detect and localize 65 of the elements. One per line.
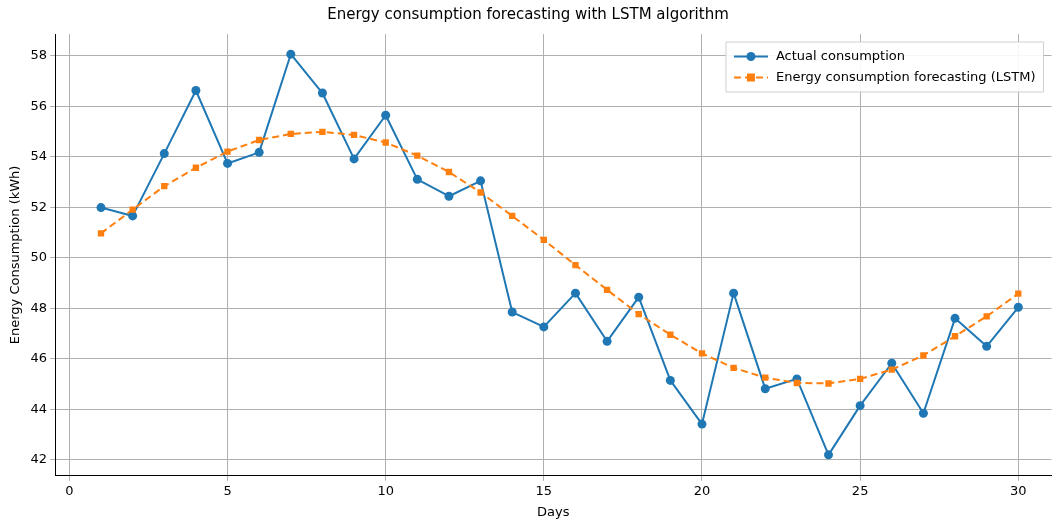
x-tick-label: 20 [693, 482, 711, 498]
point [444, 191, 454, 201]
point [349, 154, 359, 164]
point [570, 288, 580, 298]
y-tick-label: 42 [30, 451, 48, 467]
point [982, 341, 992, 351]
y-axis-title: Energy Consumption (kWh) [7, 165, 23, 345]
x-axis-title: Days [537, 503, 570, 519]
x-tick-label: 0 [65, 482, 74, 498]
point [381, 110, 391, 120]
point [1015, 290, 1022, 297]
point [223, 158, 233, 168]
point [665, 375, 675, 385]
point [825, 380, 832, 387]
point [698, 350, 706, 357]
y-tick-label: 50 [30, 249, 48, 265]
point [855, 401, 865, 411]
x-tick-label: 15 [535, 482, 553, 498]
point [697, 419, 707, 429]
y-tick-label: 44 [30, 400, 48, 416]
point [412, 174, 422, 184]
point [476, 176, 486, 186]
point [824, 450, 834, 460]
legend-label: Energy consumption forecasting (LSTM) [775, 68, 1036, 84]
point [888, 366, 895, 373]
y-tick-label: 46 [30, 350, 48, 366]
point [602, 336, 612, 346]
legend-label: Actual consumption [775, 47, 905, 63]
x-tick-label: 5 [223, 482, 232, 498]
point [572, 261, 579, 269]
point [729, 288, 739, 298]
point [983, 313, 990, 320]
x-tick-label: 30 [1010, 482, 1027, 498]
point [224, 148, 231, 155]
point [317, 88, 327, 98]
point [634, 292, 644, 302]
point [760, 384, 770, 394]
y-tick-label: 56 [30, 97, 48, 113]
point [191, 86, 201, 96]
point [539, 322, 549, 332]
point [254, 147, 264, 157]
point [382, 139, 389, 146]
point [414, 152, 421, 159]
x-tick-label: 10 [377, 482, 394, 498]
y-tick-label: 52 [30, 198, 48, 214]
y-tick-label: 54 [30, 148, 48, 164]
point [159, 149, 169, 159]
point [477, 189, 484, 196]
y-tick-label: 48 [30, 299, 48, 315]
point [762, 374, 769, 381]
point [920, 352, 927, 359]
point [97, 230, 105, 237]
point [96, 203, 106, 213]
point [1013, 302, 1023, 312]
point [129, 206, 136, 213]
point [667, 331, 674, 338]
point [286, 49, 296, 59]
point [730, 364, 737, 371]
point [918, 408, 928, 418]
y-tick-label: 58 [30, 47, 48, 63]
chart-title: Energy consumption forecasting with LSTM algorithm [327, 4, 729, 23]
point [507, 307, 517, 317]
point [950, 313, 960, 323]
point [319, 128, 326, 136]
x-tick-label: 25 [851, 482, 869, 498]
